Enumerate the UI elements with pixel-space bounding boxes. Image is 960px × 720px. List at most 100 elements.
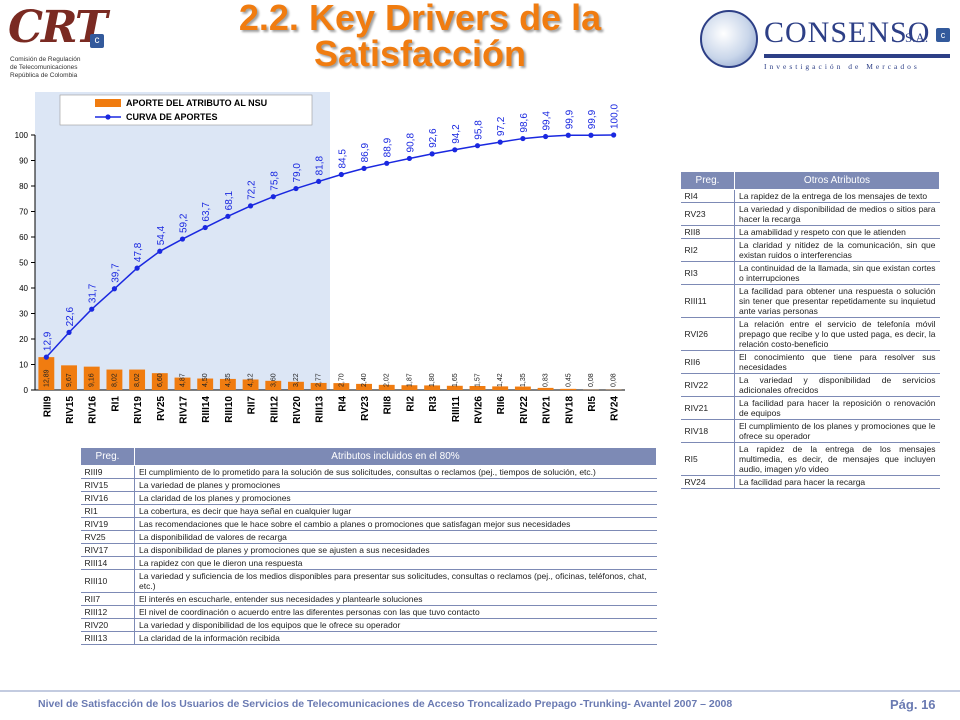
- row-description: La facilidad para obtener una respuesta …: [734, 284, 940, 318]
- crt-logo: CRT c Comisión de Regulación de Telecomu…: [8, 4, 108, 84]
- line-data-label: 90,8: [405, 133, 416, 153]
- row-code: RI3: [680, 261, 735, 285]
- row-description: La amabilidad y respeto con que le atien…: [734, 225, 940, 239]
- row-description: La facilidad para hacer la recarga: [734, 475, 940, 489]
- globe-icon: [700, 10, 758, 68]
- row-description: El interés en escucharle, entender sus n…: [134, 592, 657, 606]
- crt-badge-icon: c: [90, 34, 104, 48]
- table-header-preg: Preg.: [80, 447, 135, 466]
- line-point: [406, 155, 413, 162]
- bar: [514, 386, 531, 390]
- table-row: RII8 La amabilidad y respeto con que le a…: [680, 225, 940, 239]
- row-code: RI2: [680, 238, 735, 262]
- bar-data-label: 1,65: [452, 373, 459, 387]
- row-description: La continuidad de la llamada, sin que ex…: [734, 261, 940, 285]
- table-row: RI1 La cobertura, es decir que haya señal…: [80, 504, 657, 518]
- line-point: [316, 178, 322, 185]
- table-row: RIV20 La variedad y disponibilidad de los…: [80, 618, 657, 632]
- line-point: [270, 194, 276, 200]
- row-description: La rapidez de la entrega de los mensajes…: [734, 189, 940, 203]
- bar: [197, 378, 214, 390]
- bar-data-label: 2,70: [338, 373, 345, 387]
- bar-data-label: 1,80: [429, 373, 436, 387]
- row-description: La rapidez de la entrega de los mensajes…: [734, 442, 940, 476]
- table-row: RV23 La variedad y disponibilidad de medi…: [680, 202, 940, 226]
- bar: [106, 369, 123, 390]
- row-code: RVI26: [680, 317, 735, 351]
- cumulative-line: [45, 134, 614, 358]
- line-point: [247, 203, 254, 209]
- line-data-label: 86,9: [360, 143, 371, 163]
- pareto-chart: 0 10 20 30 40 50 60 70 80 90 100 12,89 9,67 9,16 8,02 8…: [0, 90, 640, 440]
- x-tick-label: RIV18: [564, 396, 575, 424]
- x-tick-label: RV24: [610, 396, 621, 421]
- bar: [492, 386, 509, 390]
- row-code: RIV21: [680, 396, 735, 420]
- legend-bar-swatch: [95, 99, 121, 107]
- bar-data-label: 4,87: [180, 373, 187, 387]
- table-row: RII6 El conocimiento que tiene para resol…: [680, 350, 940, 374]
- x-tick-label: RII6: [496, 396, 507, 415]
- row-code: RII7: [80, 592, 135, 606]
- bar-data-label: 6,60: [157, 373, 164, 387]
- bar: [469, 385, 486, 390]
- y-tick-label: 90: [19, 157, 28, 166]
- line-data-label: 97,2: [496, 116, 507, 136]
- bar-data-label: 1,42: [497, 373, 504, 387]
- table-header-attr: Otros Atributos: [734, 171, 940, 190]
- row-description: La variedad de planes y promociones: [134, 478, 657, 492]
- page-title-line1: 2.2. Key Drivers de la: [238, 0, 602, 38]
- line-point: [542, 133, 549, 140]
- y-tick-label: 80: [19, 182, 28, 191]
- line-data-label: 94,2: [451, 124, 462, 144]
- bar: [424, 385, 441, 390]
- x-tick-label: RIV19: [133, 396, 144, 424]
- row-code: RIII10: [80, 569, 135, 593]
- x-tick-label: RVI26: [474, 396, 485, 424]
- bar: [537, 387, 554, 390]
- bar: [83, 366, 100, 390]
- table-row: RIII11 La facilidad para obtener una resp…: [680, 284, 940, 318]
- consenso-badge-icon: c: [936, 28, 950, 42]
- line-data-label: 98,6: [519, 113, 530, 133]
- table-row: RI2 La claridad y nitidez de la comunicac…: [680, 238, 940, 262]
- line-data-label: 31,7: [88, 283, 99, 303]
- table-row: RIV17 La disponibilidad de planes y promo…: [80, 543, 657, 557]
- line-point: [384, 160, 390, 166]
- line-data-label: 92,6: [428, 128, 439, 148]
- bar-data-label: 0,08: [611, 373, 618, 387]
- chart-svg: 0 10 20 30 40 50 60 70 80 90 100 12,89 9,67 9,16 8,02 8…: [15, 92, 625, 424]
- table-row: RIII13 La claridad de la información reci…: [80, 631, 657, 645]
- x-tick-label: RI4: [337, 396, 348, 412]
- line-data-label: 47,8: [133, 242, 144, 262]
- bar: [61, 365, 77, 390]
- y-tick-label: 30: [19, 310, 28, 319]
- y-tick-label: 100: [15, 131, 29, 140]
- bar-data-label: 9,67: [66, 373, 73, 387]
- row-description: El conocimiento que tiene para resolver …: [734, 350, 940, 374]
- legend-line-point: [105, 114, 111, 120]
- row-description: La cobertura, es decir que haya señal en…: [134, 504, 657, 518]
- row-code: RV23: [680, 202, 735, 226]
- x-tick-label: RI3: [428, 396, 439, 412]
- bar: [310, 382, 327, 390]
- bar-data-label: 1,57: [475, 373, 482, 387]
- line-data-label: 63,7: [201, 202, 212, 222]
- row-description: La variedad y disponibilidad de servicio…: [734, 373, 940, 397]
- row-description: Las recomendaciones que le hace sobre el…: [134, 517, 657, 531]
- x-tick-label: RII8: [383, 396, 394, 415]
- x-tick-label: RV25: [156, 396, 167, 421]
- bar-data-label: 4,50: [202, 373, 209, 387]
- row-code: RIII11: [680, 284, 735, 318]
- table-row: RIII14 La rapidez con que le dieron una r…: [80, 556, 657, 570]
- table-row: RIV19 Las recomendaciones que le hace sob…: [80, 517, 657, 531]
- table-row: RIV15 La variedad de planes y promociones: [80, 478, 657, 492]
- table-row: RIV16 La claridad de los planes y promoci…: [80, 491, 657, 505]
- line-data-label: 75,8: [269, 171, 280, 191]
- table-row: RI5 La rapidez de la entrega de los mensa…: [680, 442, 940, 476]
- row-description: La claridad y nitidez de la comunicación…: [734, 238, 940, 262]
- bar: [560, 388, 577, 390]
- line-data-label: 88,9: [383, 137, 394, 157]
- row-description: La claridad de la información recibida: [134, 631, 657, 645]
- table-row: RV24 La facilidad para hacer la recarga: [680, 475, 940, 489]
